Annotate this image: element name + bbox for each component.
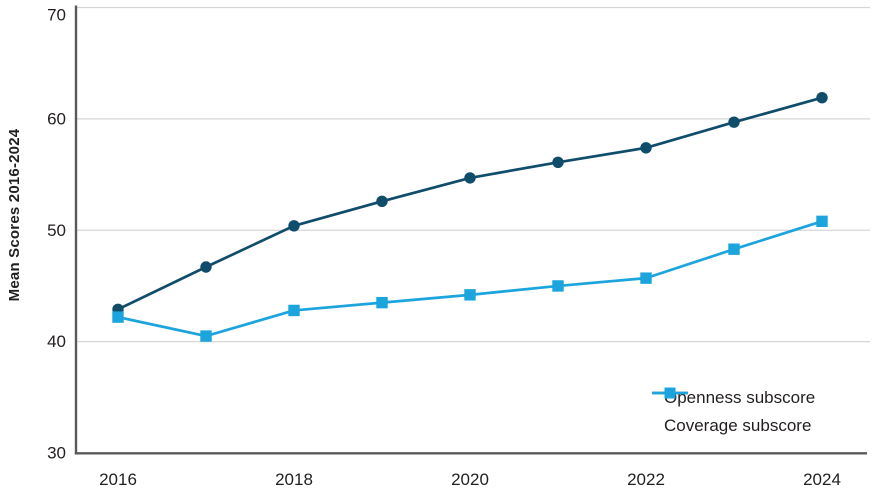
legend-label-openness: Openness subscore [664, 388, 816, 407]
x-tick-label-2018: 2018 [275, 470, 313, 489]
legend-label-coverage: Coverage subscore [664, 416, 812, 435]
data-point-circle [464, 172, 476, 184]
data-point-square [288, 304, 300, 317]
data-point-square [816, 215, 828, 228]
data-point-circle [200, 261, 212, 273]
x-tick-label-2022: 2022 [627, 470, 665, 489]
data-point-square [728, 243, 740, 255]
y-tick-label-40: 40 [47, 332, 66, 351]
data-point-circle [552, 156, 564, 169]
x-tick-label-2024: 2024 [803, 470, 841, 489]
data-point-square [464, 289, 476, 301]
y-tick-label-30: 30 [47, 444, 66, 463]
data-point-square [112, 311, 124, 323]
data-point-circle [816, 92, 828, 104]
y-axis-title-text: Mean Scores 2016-2024 [6, 128, 23, 302]
y-tick-label-50: 50 [47, 221, 66, 240]
coverage-line-swatch-icon [652, 387, 688, 399]
data-point-square [552, 280, 564, 292]
legend-item-coverage: Coverage subscore [651, 387, 815, 438]
series-line-1 [117, 220, 823, 338]
y-tick-label-70: 70 [47, 6, 66, 25]
data-point-circle [288, 220, 300, 232]
data-point-circle [728, 116, 740, 128]
x-tick-label-2020: 2020 [451, 470, 489, 489]
x-tick-label-2016: 2016 [99, 470, 137, 489]
data-point-square [376, 296, 388, 309]
data-point-square [200, 330, 212, 342]
data-point-circle [640, 142, 652, 154]
y-tick-label-60: 60 [47, 109, 66, 128]
data-point-square [640, 272, 652, 284]
data-point-circle [376, 195, 388, 207]
series-line-0 [117, 96, 823, 311]
legend: Openness subscore Coverage subscore [651, 386, 815, 438]
